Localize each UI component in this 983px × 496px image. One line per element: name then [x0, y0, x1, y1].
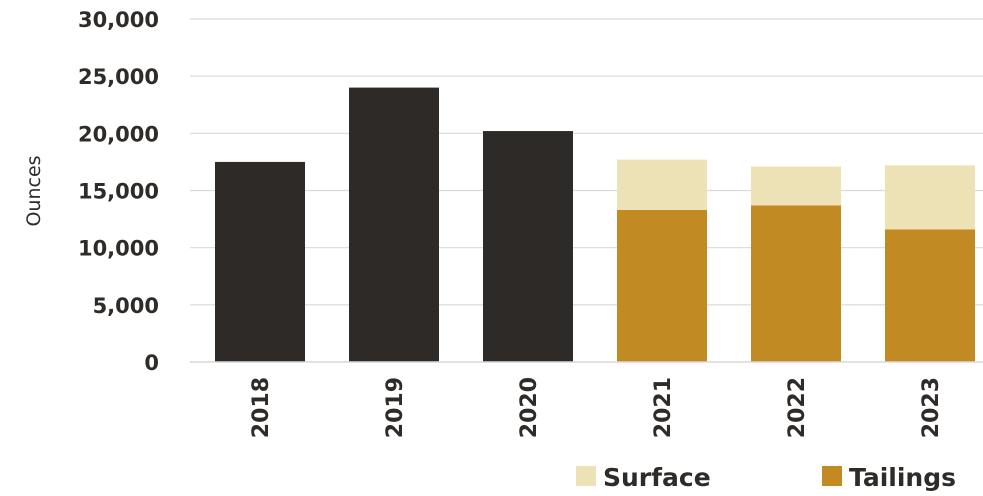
y-tick-label: 20,000 [78, 122, 159, 146]
y-axis-ticks: 0 5,000 10,000 15,000 20,000 25,000 30,000 [78, 8, 159, 375]
legend-swatch-tailings [822, 466, 842, 486]
bar-surface-2022 [751, 166, 841, 206]
bar-surface-2023 [885, 165, 975, 230]
bar-total-2019 [349, 87, 439, 362]
y-tick-label: 15,000 [78, 180, 159, 204]
legend-label-tailings: Tailings [849, 463, 956, 492]
x-tick-label: 2020 [517, 377, 542, 438]
legend-swatch-surface [576, 466, 596, 486]
gridlines [190, 18, 983, 306]
y-axis-title: Ounces [23, 155, 45, 226]
x-tick-label: 2018 [249, 377, 274, 438]
x-axis-ticks: 2018 2019 2020 2021 2022 2023 [249, 377, 944, 438]
y-tick-label: 0 [144, 351, 159, 375]
legend: Surface Tailings [576, 463, 956, 492]
bar-tailings-2021 [617, 209, 707, 362]
x-tick-label: 2023 [919, 377, 944, 438]
y-tick-label: 30,000 [78, 8, 159, 32]
bar-surface-2021 [617, 159, 707, 210]
x-tick-label: 2022 [785, 377, 810, 438]
bar-tailings-2023 [885, 229, 975, 362]
legend-label-surface: Surface [603, 463, 711, 492]
bar-total-2020 [483, 131, 573, 362]
bar-tailings-2022 [751, 205, 841, 362]
bar-total-2018 [215, 161, 305, 362]
y-tick-label: 10,000 [78, 237, 159, 261]
x-tick-label: 2019 [383, 377, 408, 438]
x-tick-label: 2021 [651, 377, 676, 438]
y-tick-label: 5,000 [93, 294, 159, 318]
bars [215, 87, 975, 362]
y-tick-label: 25,000 [78, 65, 159, 89]
